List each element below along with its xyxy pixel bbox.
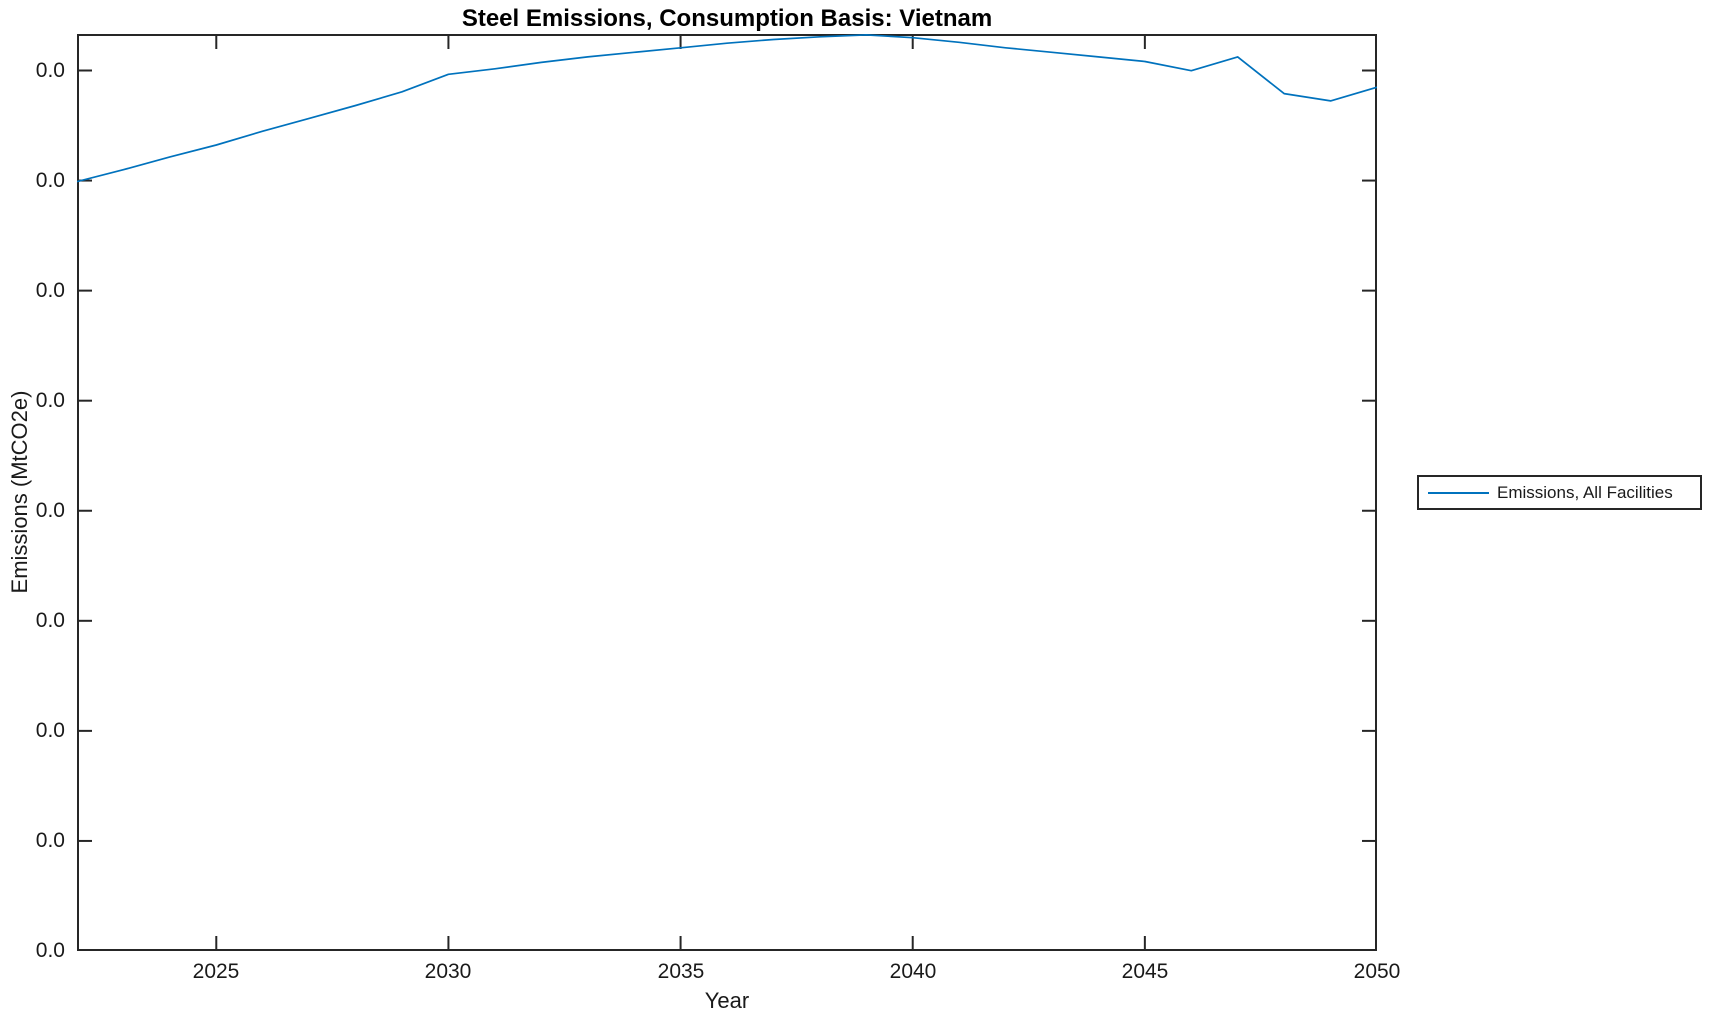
y-tick-label: 0.0	[35, 939, 65, 962]
series-line-emissions	[77, 34, 1377, 183]
y-tick-label: 0.0	[35, 279, 65, 302]
x-axis-label: Year	[704, 988, 750, 1013]
x-tick-label: 2035	[657, 960, 705, 983]
legend: Emissions, All Facilities	[1417, 475, 1702, 510]
y-tick-label: 0.0	[35, 719, 65, 742]
y-tick-label: 0.0	[35, 499, 65, 522]
x-tick-label: 2050	[1353, 960, 1401, 983]
tick-marks	[78, 35, 1377, 951]
plot-svg	[77, 34, 1377, 951]
legend-entry-label: Emissions, All Facilities	[1497, 482, 1673, 502]
y-tick-label: 0.0	[35, 169, 65, 192]
y-tick-label: 0.0	[35, 59, 65, 82]
x-tick-label: 2025	[192, 960, 240, 983]
y-tick-label: 0.0	[35, 609, 65, 632]
chart-title: Steel Emissions, Consumption Basis: Viet…	[461, 5, 993, 32]
y-tick-label: 0.0	[35, 829, 65, 852]
y-axis-label: Emissions (MtCO2e)	[7, 390, 32, 594]
legend-line-sample-icon	[1428, 491, 1489, 494]
axes-box	[77, 34, 1377, 951]
x-tick-label: 2030	[424, 960, 472, 983]
x-tick-label: 2040	[889, 960, 937, 983]
y-tick-label: 0.0	[35, 389, 65, 412]
x-tick-label: 2045	[1121, 960, 1169, 983]
